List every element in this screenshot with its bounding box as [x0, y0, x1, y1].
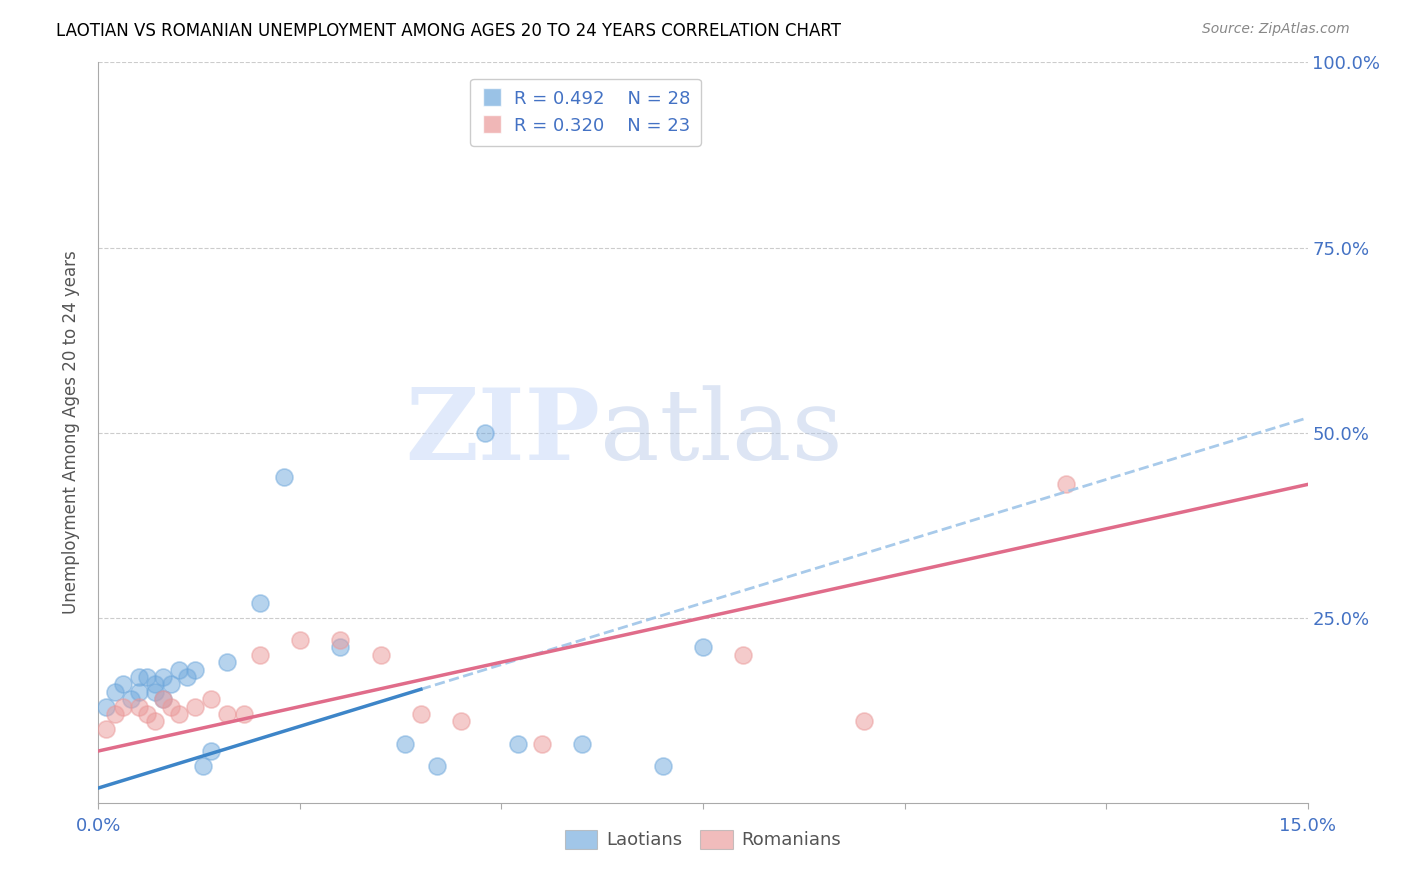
Point — [200, 692, 222, 706]
Point — [329, 632, 352, 647]
Point — [193, 758, 215, 772]
Point — [409, 706, 432, 721]
Point — [111, 677, 134, 691]
Point — [200, 744, 222, 758]
Point — [103, 685, 125, 699]
Point — [128, 670, 150, 684]
Point — [152, 670, 174, 684]
Y-axis label: Unemployment Among Ages 20 to 24 years: Unemployment Among Ages 20 to 24 years — [62, 251, 80, 615]
Point — [120, 692, 142, 706]
Point — [853, 714, 876, 729]
Point — [103, 706, 125, 721]
Point — [167, 706, 190, 721]
Legend: Laotians, Romanians: Laotians, Romanians — [557, 823, 849, 856]
Point — [249, 648, 271, 662]
Point — [160, 677, 183, 691]
Point — [1054, 477, 1077, 491]
Point — [370, 648, 392, 662]
Point — [474, 425, 496, 440]
Point — [167, 663, 190, 677]
Point — [143, 714, 166, 729]
Point — [288, 632, 311, 647]
Text: Source: ZipAtlas.com: Source: ZipAtlas.com — [1202, 22, 1350, 37]
Point — [571, 737, 593, 751]
Point — [450, 714, 472, 729]
Point — [143, 685, 166, 699]
Point — [96, 699, 118, 714]
Point — [232, 706, 254, 721]
Point — [128, 699, 150, 714]
Point — [217, 655, 239, 669]
Point — [135, 670, 157, 684]
Point — [651, 758, 673, 772]
Text: ZIP: ZIP — [405, 384, 600, 481]
Point — [96, 722, 118, 736]
Point — [426, 758, 449, 772]
Point — [184, 699, 207, 714]
Point — [329, 640, 352, 655]
Text: atlas: atlas — [600, 384, 844, 481]
Point — [128, 685, 150, 699]
Point — [135, 706, 157, 721]
Point — [217, 706, 239, 721]
Point — [506, 737, 529, 751]
Point — [692, 640, 714, 655]
Point — [176, 670, 198, 684]
Point — [733, 648, 755, 662]
Point — [152, 692, 174, 706]
Point — [152, 692, 174, 706]
Point — [249, 596, 271, 610]
Point — [530, 737, 553, 751]
Point — [394, 737, 416, 751]
Point — [273, 470, 295, 484]
Point — [184, 663, 207, 677]
Text: LAOTIAN VS ROMANIAN UNEMPLOYMENT AMONG AGES 20 TO 24 YEARS CORRELATION CHART: LAOTIAN VS ROMANIAN UNEMPLOYMENT AMONG A… — [56, 22, 841, 40]
Point — [143, 677, 166, 691]
Point — [160, 699, 183, 714]
Point — [111, 699, 134, 714]
